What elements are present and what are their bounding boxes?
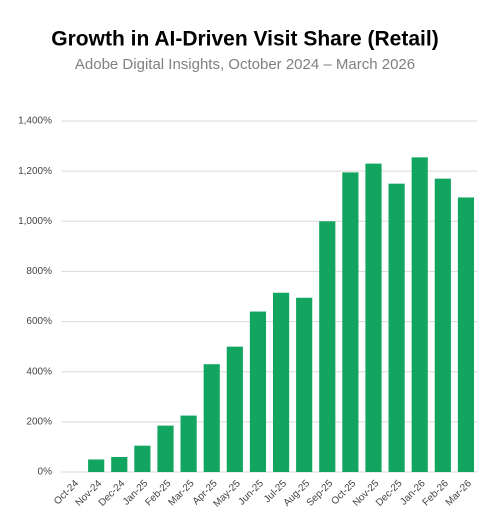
bar [296, 297, 313, 472]
bar [157, 425, 174, 472]
bar [226, 346, 243, 472]
x-tick-label: Mar-26 [444, 478, 474, 508]
y-tick-label: 600% [26, 316, 52, 327]
y-tick-label: 200% [26, 416, 52, 427]
bar [434, 178, 451, 472]
bar [111, 456, 128, 472]
x-tick-label: Sep-25 [305, 478, 336, 509]
bar [203, 364, 220, 472]
y-tick-label: 800% [26, 266, 52, 277]
x-tick-label: Jun-25 [237, 478, 267, 508]
bar [180, 415, 197, 472]
bar [342, 172, 359, 472]
bar [272, 292, 290, 472]
x-tick-label: Mar-25 [166, 478, 196, 508]
bar [365, 163, 382, 472]
bar [134, 445, 151, 472]
y-tick-label: 1,000% [18, 216, 52, 227]
x-tick-label: Dec-25 [374, 478, 405, 509]
x-tick-label: Dec-24 [97, 478, 128, 509]
y-tick-label: 0% [38, 467, 53, 478]
bar [457, 197, 475, 473]
chart-title: Growth in AI-Driven Visit Share (Retail) [51, 28, 438, 51]
y-tick-label: 1,200% [18, 166, 52, 177]
chart-subtitle: Adobe Digital Insights, October 2024 – M… [75, 56, 415, 73]
bar [88, 459, 105, 472]
y-tick-label: 1,400% [18, 116, 52, 127]
y-tick-label: 400% [26, 366, 52, 377]
bar [249, 311, 267, 472]
bar [319, 221, 336, 472]
bar [411, 157, 428, 472]
bar [388, 183, 405, 472]
